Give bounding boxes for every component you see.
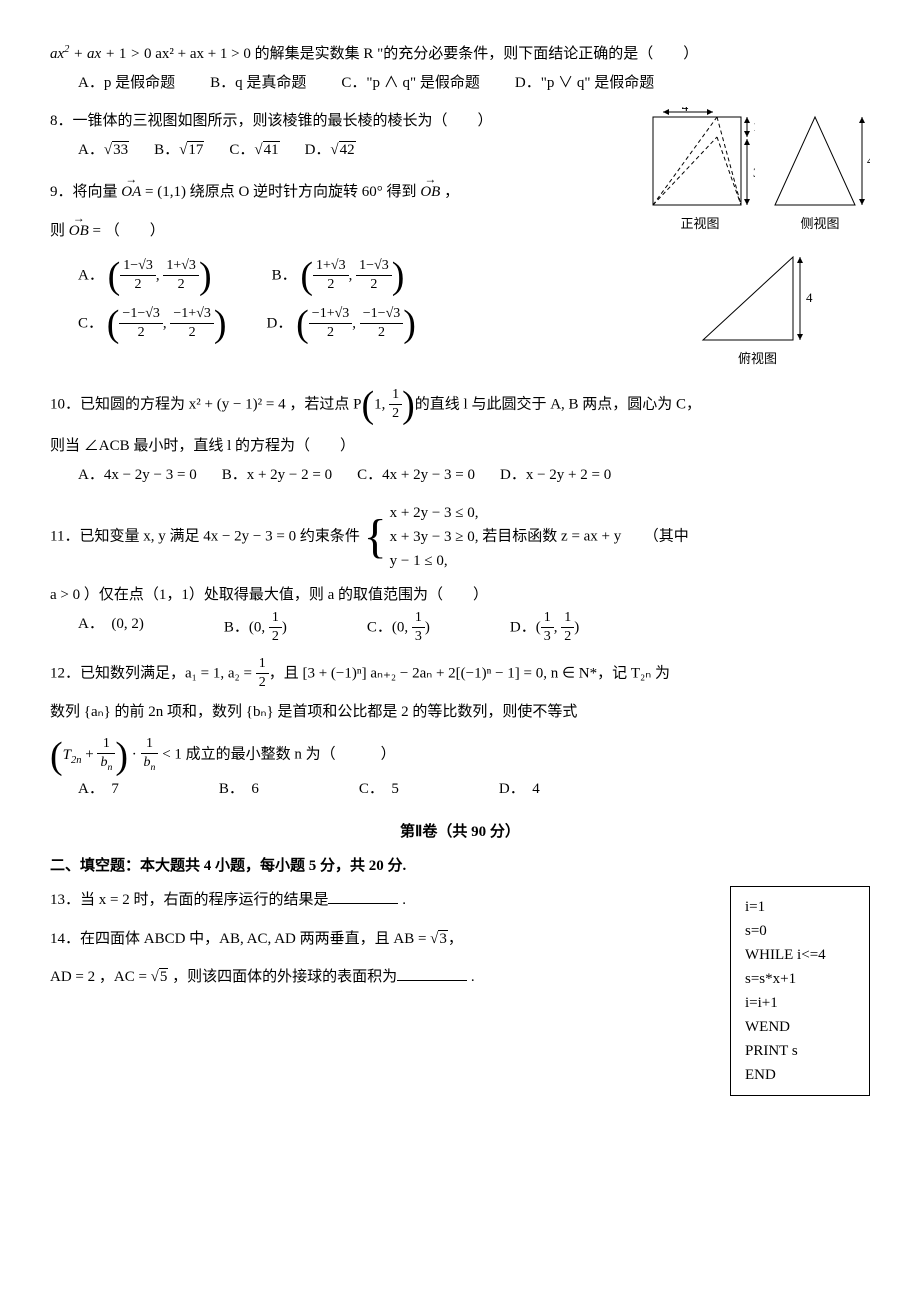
opt-a: A．4x − 2y − 3 = 0 (78, 461, 197, 490)
opt-b: B．q 是真命题 (210, 69, 306, 98)
q9-stem-line2: 则 OB = （ ） (50, 217, 635, 246)
program-code-box: i=1 s=0 WHILE i<=4 s=s*x+1 i=i+1 WEND PR… (730, 886, 870, 1096)
question-12: 12．已知数列满足，a₁ = 1, a₂ = 12，且 [3 + (−1)ⁿ] … (50, 656, 870, 803)
opt-a: A．33 (78, 136, 129, 165)
opt-c: C．4x + 2y − 3 = 0 (357, 461, 475, 490)
q10-options: A．4x − 2y − 3 = 0 B．x + 2y − 2 = 0 C．4x … (50, 461, 870, 490)
section-2-title: 第Ⅱ卷（共 90 分） (50, 818, 870, 847)
question-11: 11．已知变量 x, y 满足 4x − 2y − 3 = 0 约束条件 { x… (50, 501, 870, 645)
code-line-3: WHILE i<=4 (745, 943, 855, 967)
q12-stem2: 数列 {aₙ} 的前 2n 项和，数列 {bₙ} 是首项和公比都是 2 的等比数… (50, 698, 870, 727)
blank-13 (328, 889, 398, 904)
opt-c: C．41 (229, 136, 279, 165)
dim-1: 1 (753, 119, 755, 134)
blank-14 (397, 966, 467, 981)
top-view-svg: 4 (698, 252, 818, 347)
vector-ob-2: OB (69, 217, 89, 246)
q12-options: A． 7 B． 6 C． 5 D． 4 (50, 775, 870, 804)
sys-line-2: x + 3y − 3 ≥ 0, (390, 529, 479, 545)
code-line-4: s=s*x+1 (745, 967, 855, 991)
opt-b: B．x + 2y − 2 = 0 (222, 461, 332, 490)
opt-a: A． (1−√32, 1+√32) (78, 257, 212, 295)
opt-d: D．x − 2y + 2 = 0 (500, 461, 611, 490)
question-7: ax2 + ax + 1 > 0 ax² + ax + 1 > 0 的解集是实数… (50, 40, 870, 97)
q7-stem: ax2 + ax + 1 > 0 ax² + ax + 1 > 0 的解集是实数… (50, 40, 870, 69)
front-view: 4 1 3 正视图 (645, 107, 755, 237)
opt-a: A．p 是假命题 (78, 69, 175, 98)
q8-options: A．33 B．17 C．41 D．42 (50, 136, 635, 165)
dim-3: 3 (753, 165, 755, 180)
code-line-1: i=1 (745, 895, 855, 919)
question-10: 10．已知圆的方程为 x² + (y − 1)² = 4 ，若过点 P(1, 1… (50, 386, 870, 489)
opt-b: B．(0, 12) (224, 610, 287, 646)
q11-stem: 11．已知变量 x, y 满足 4x − 2y − 3 = 0 约束条件 { x… (50, 501, 870, 573)
q7-options: A．p 是假命题 B．q 是真命题 C．"p ∧ q" 是假命题 D．"p ∨ … (50, 69, 870, 98)
code-line-2: s=0 (745, 919, 855, 943)
front-view-svg: 4 1 3 (645, 107, 755, 212)
q12-stem: 12．已知数列满足，a₁ = 1, a₂ = 12，且 [3 + (−1)ⁿ] … (50, 656, 870, 692)
three-view-figure: 4 1 3 正视图 (645, 107, 870, 371)
q8-stem: 8．一锥体的三视图如图所示，则该棱锥的最长棱的棱长为（ ） (50, 107, 635, 136)
q10-stem: 10．已知圆的方程为 x² + (y − 1)² = 4 ，若过点 P(1, 1… (50, 386, 870, 424)
q12-ineq: (T2n + 1bn) · 1bn < 1 成立的最小整数 n 为（ ） (50, 736, 870, 774)
side-view: 4 侧视图 (770, 107, 870, 237)
opt-d: D．"p ∨ q" 是假命题 (515, 69, 654, 98)
opt-a: A． 7 (78, 775, 119, 804)
question-8-9-block: 8．一锥体的三视图如图所示，则该棱锥的最长棱的棱长为（ ） A．33 B．17 … (50, 107, 870, 371)
opt-b: B． 6 (219, 775, 259, 804)
code-line-5: i=i+1 (745, 991, 855, 1015)
side-label: 侧视图 (800, 212, 839, 237)
top-label: 俯视图 (738, 347, 777, 372)
dim-top-4: 4 (806, 290, 813, 305)
opt-b: B． (1+√32, 1−√32) (272, 257, 405, 295)
vector-ob: OB (420, 178, 440, 207)
opt-d: D．42 (305, 136, 356, 165)
sys-line-1: x + 2y − 3 ≤ 0, (390, 505, 479, 521)
opt-b: B．17 (154, 136, 204, 165)
code-line-7: PRINT s (745, 1039, 855, 1063)
opt-a: A． (0, 2) (78, 610, 144, 646)
q9-options-row2: C． (−1−√32, −1+√32) D． (−1+√32, −1−√32) (50, 305, 635, 343)
dim-side-4: 4 (867, 153, 870, 168)
side-view-svg: 4 (770, 107, 870, 212)
front-label: 正视图 (680, 212, 719, 237)
code-line-6: WEND (745, 1015, 855, 1039)
opt-c: C．"p ∧ q" 是假命题 (341, 69, 480, 98)
opt-c: C．(0, 13) (367, 610, 430, 646)
section-2-subtitle: 二、填空题：本大题共 4 小题，每小题 5 分，共 20 分. (50, 852, 870, 881)
q11-options: A． (0, 2) B．(0, 12) C．(0, 13) D．(13, 12) (50, 610, 870, 646)
opt-d: D． (−1+√32, −1−√32) (267, 305, 416, 343)
opt-c: C． 5 (359, 775, 399, 804)
q9-options-row1: A． (1−√32, 1+√32) B． (1+√32, 1−√32) (50, 257, 635, 295)
top-view: 4 俯视图 (645, 252, 870, 372)
dim-4: 4 (682, 107, 689, 114)
opt-c: C． (−1−√32, −1+√32) (78, 305, 227, 343)
q10-stem2: 则当 ∠ACB 最小时，直线 l 的方程为（ ） (50, 432, 870, 461)
sys-line-3: y − 1 ≤ 0, (390, 553, 448, 569)
q9-stem-line1: 9．将向量 OA = (1,1) 绕原点 O 逆时针方向旋转 60° 得到 OB… (50, 178, 635, 207)
opt-d: D．(13, 12) (510, 610, 579, 646)
vector-oa: OA (121, 178, 141, 207)
opt-d: D． 4 (499, 775, 540, 804)
code-line-8: END (745, 1063, 855, 1087)
q7-stem-text: ax² + ax + 1 > 0 的解集是实数集 R "的充分必要条件，则下面结… (155, 46, 698, 62)
q11-stem2: a > 0 ）仅在点（1，1）处取得最大值，则 a 的取值范围为（ ） (50, 581, 870, 610)
